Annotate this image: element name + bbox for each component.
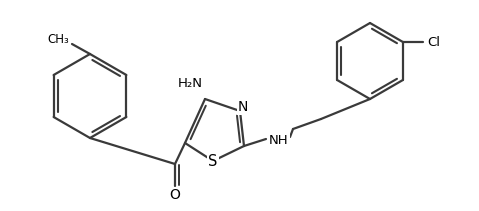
Text: S: S: [208, 154, 217, 169]
Text: O: O: [170, 188, 181, 202]
Text: CH₃: CH₃: [47, 32, 69, 46]
Text: H₂N: H₂N: [178, 77, 203, 89]
Text: N: N: [238, 100, 248, 114]
Text: Cl: Cl: [427, 35, 440, 49]
Text: NH: NH: [269, 134, 289, 147]
